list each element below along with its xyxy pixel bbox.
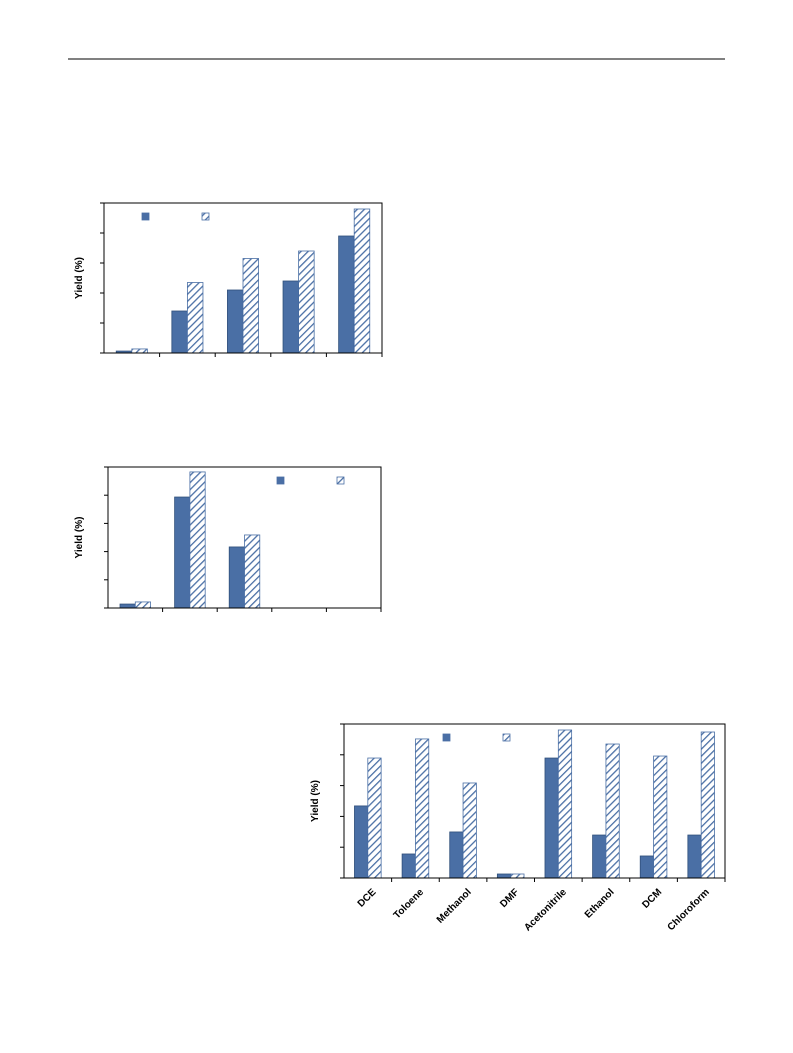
bar — [353, 208, 371, 354]
bar — [544, 757, 559, 879]
bar — [171, 310, 188, 354]
y-axis-label: Yield (%) — [310, 780, 321, 822]
y-axis-label: Yield (%) — [74, 517, 85, 559]
bar — [415, 738, 430, 879]
bar — [242, 258, 259, 354]
bar — [244, 534, 261, 609]
legend-swatch — [442, 733, 451, 742]
bar — [367, 757, 382, 879]
bar — [119, 603, 136, 609]
bar — [282, 280, 300, 354]
bar — [700, 731, 715, 879]
bar — [134, 601, 151, 609]
bar — [510, 873, 525, 879]
bar — [592, 834, 607, 879]
legend-swatch — [141, 212, 150, 221]
bar — [462, 782, 477, 879]
plot-frame — [343, 723, 726, 879]
y-axis-label: Yield (%) — [74, 257, 85, 299]
bar — [228, 546, 245, 609]
bar — [189, 471, 206, 609]
bar — [496, 873, 512, 879]
legend-swatch — [276, 476, 285, 485]
bar — [131, 348, 148, 354]
bar — [227, 289, 244, 354]
bar — [449, 831, 464, 879]
bar — [687, 834, 702, 879]
bar — [174, 496, 191, 609]
plot-frame — [107, 466, 382, 609]
bar — [338, 235, 355, 354]
bar — [186, 282, 204, 354]
plot-frame — [103, 202, 383, 354]
legend-swatch — [336, 476, 345, 485]
bar — [605, 743, 620, 879]
legend-swatch — [201, 212, 210, 221]
bar — [298, 250, 315, 354]
x-tick-label: DCM — [640, 887, 664, 911]
x-tick-label: Methanol — [435, 887, 474, 926]
x-tick-label: Acetonitrile — [522, 887, 569, 934]
bar — [639, 855, 654, 879]
x-tick-label: DCE — [356, 887, 379, 910]
bar — [401, 853, 416, 879]
legend-swatch — [502, 733, 511, 742]
bar — [653, 755, 668, 879]
x-tick-label: Ethanol — [583, 887, 617, 921]
bar — [354, 805, 369, 879]
x-tick-label: Chloroform — [666, 887, 712, 933]
x-tick-label: DMF — [498, 887, 521, 910]
x-tick-label: Toloene — [392, 887, 427, 922]
bar — [557, 729, 573, 879]
